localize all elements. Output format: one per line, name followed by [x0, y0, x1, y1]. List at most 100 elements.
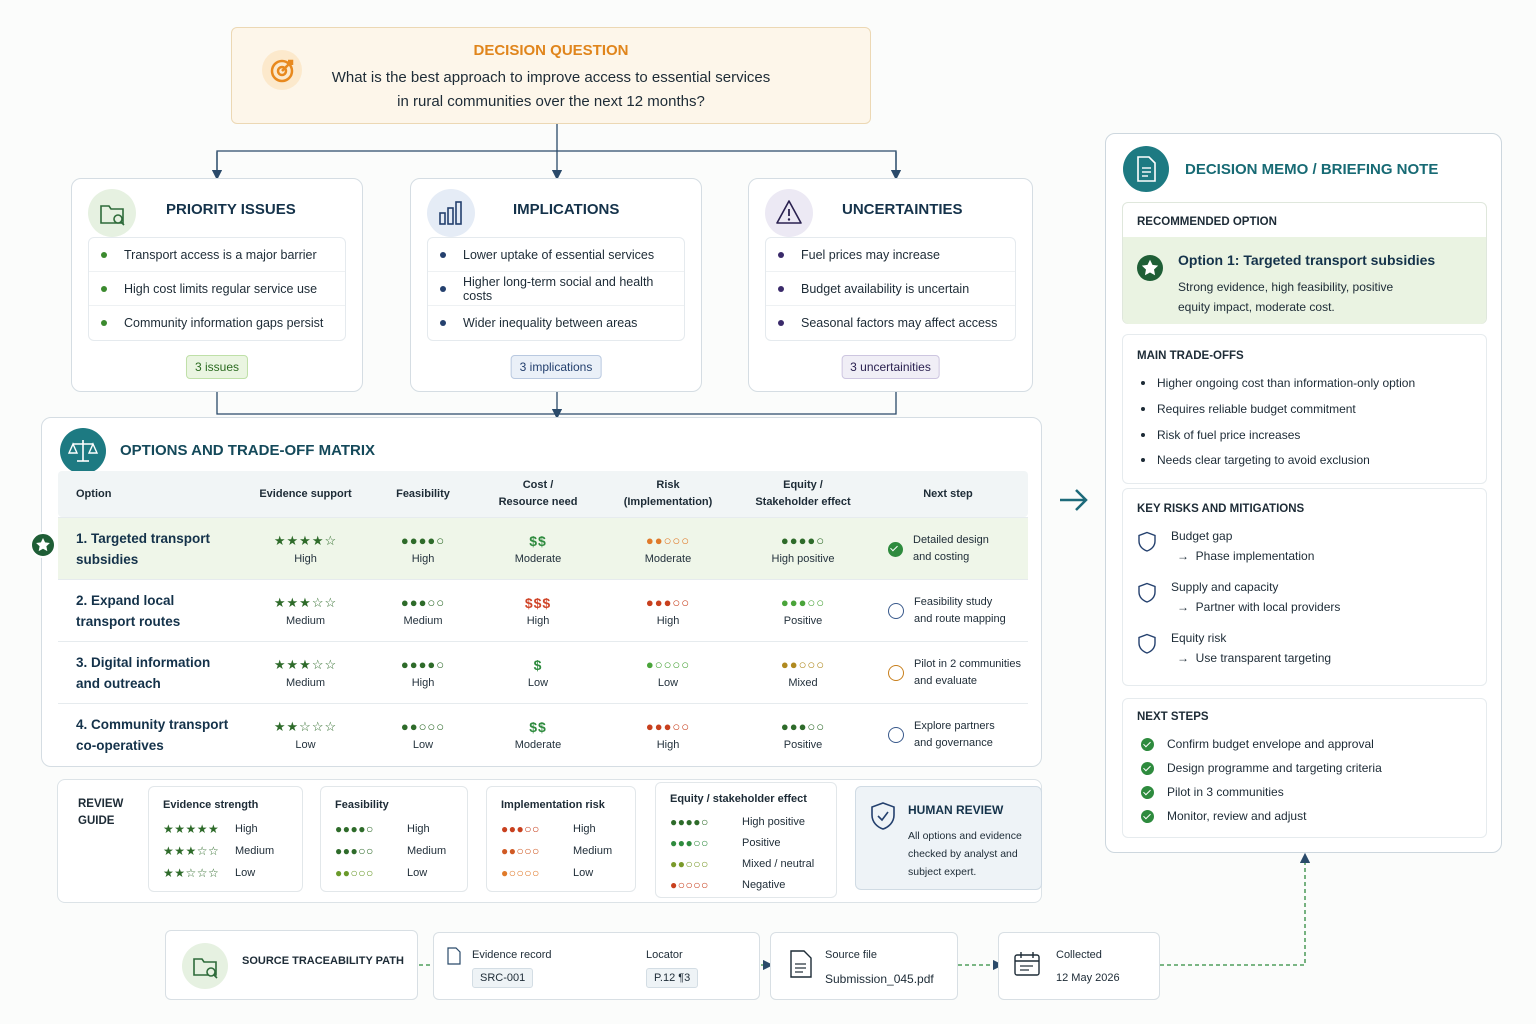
risk-name: Equity risk — [1171, 631, 1227, 645]
risk-mitigation: → Partner with local providers — [1177, 600, 1341, 614]
risk-name: Supply and capacity — [1171, 580, 1279, 594]
equity-cell: ●●○○○ Mixed — [780, 656, 826, 689]
priority-issues-title: PRIORITY ISSUES — [166, 201, 296, 218]
record-chip[interactable]: SRC-001 — [472, 968, 534, 988]
equity-cell: ●●●○○ Positive — [780, 594, 826, 627]
recommended-box: Option 1: Targeted transport subsidies S… — [1123, 237, 1486, 324]
legend-risk: Implementation risk ●●●○○ High ●●○○○ Mediu… — [486, 786, 636, 892]
decision-memo: DECISION MEMO / BRIEFING NOTE RECOMMENDE… — [1105, 133, 1502, 853]
tradeoffs-label: MAIN TRADE-OFFS — [1137, 350, 1244, 362]
evidence-cell: ★★★☆☆ Medium — [273, 594, 338, 627]
feasibility-cell: ●●●○○ Medium — [400, 594, 446, 627]
evidence-cell: ★★★★☆ High — [273, 532, 338, 565]
options-matrix: OPTIONS AND TRADE-OFF MATRIX Option Evid… — [41, 417, 1042, 767]
legend-feasibility: Feasibility ●●●●○ High ●●●○○ Medium ●●○○○ L… — [320, 786, 468, 892]
risk-mitigation: → Phase implementation — [1177, 549, 1315, 563]
risk-cell: ●●○○○ Moderate — [644, 532, 692, 565]
issues-count-badge: 3 issues — [185, 355, 249, 379]
rating-dots: ●●●○○ — [670, 836, 709, 850]
implications-count-badge: 3 implications — [510, 355, 602, 379]
legend-row: ●●●○○ Positive — [670, 836, 781, 850]
uncertainties-list: Fuel prices may increase Budget availabi… — [765, 237, 1016, 341]
rating-dots: ●○○○○ — [670, 878, 709, 892]
memo-document-icon — [1123, 146, 1169, 192]
recommended-title: Option 1: Targeted transport subsidies — [1178, 252, 1436, 268]
matrix-title: OPTIONS AND TRADE-OFF MATRIX — [120, 442, 375, 459]
legend-row: ★★★★★ High — [163, 822, 258, 836]
list-item: Wider inequality between areas — [428, 306, 684, 340]
tradeoffs-section: MAIN TRADE-OFFS Higher ongoing cost than… — [1122, 334, 1487, 484]
source-file-box: Source file Submission_045.pdf — [770, 932, 958, 1000]
folder-search-icon — [182, 943, 228, 989]
list-item: Needs clear targeting to avoid exclusion — [1141, 453, 1370, 467]
feasibility-cell: ●●○○○ Low — [400, 718, 446, 751]
list-item: Lower uptake of essential services — [428, 238, 684, 272]
risk-name: Budget gap — [1171, 529, 1233, 543]
next-step-cell[interactable]: Pilot in 2 communities and evaluate — [888, 642, 1021, 704]
file-name[interactable]: Submission_045.pdf — [825, 972, 934, 986]
memo-title: DECISION MEMO / BRIEFING NOTE — [1185, 161, 1439, 178]
legend-row: ●●●○○ Medium — [335, 844, 447, 858]
implications-card: IMPLICATIONS Lower uptake of essential s… — [410, 178, 702, 392]
shield-icon — [1137, 531, 1157, 556]
human-review-box: HUMAN REVIEW All options and evidence che… — [855, 786, 1042, 890]
list-item: Confirm budget envelope and approval — [1141, 737, 1374, 751]
risk-mitigation: → Use transparent targeting — [1177, 651, 1332, 665]
rating-dots: ●●○○○ — [501, 844, 540, 858]
table-row[interactable]: 1. Targeted transport subsidies ★★★★☆ High ●… — [58, 517, 1028, 579]
table-row[interactable]: 3. Digital information and outreach ★★★☆☆ M… — [58, 641, 1028, 703]
scales-icon — [60, 428, 106, 474]
legend-row: ●●●●○ High — [335, 822, 430, 836]
evidence-cell: ★★★☆☆ Medium — [273, 656, 338, 689]
shield-icon — [1137, 582, 1157, 607]
recommended-text: Strong evidence, high feasibility, posit… — [1178, 280, 1394, 314]
folder-search-icon — [88, 189, 136, 237]
col-cost: Cost / Resource need — [498, 479, 578, 508]
human-review-title: HUMAN REVIEW — [908, 803, 1004, 817]
risks-section: KEY RISKS AND MITIGATIONS Budget gap → P… — [1122, 488, 1487, 686]
list-item: Higher ongoing cost than information-onl… — [1141, 376, 1415, 390]
rating-dots: ●●●●○ — [335, 822, 374, 836]
rating-dots: ●●●○○ — [501, 822, 540, 836]
list-item: Design programme and targeting criteria — [1141, 761, 1382, 775]
legend-feasibility-title: Feasibility — [335, 799, 389, 811]
locator-label: Locator — [646, 949, 683, 961]
next-step-cell[interactable]: Feasibility study and route mapping — [888, 580, 1006, 642]
option-name: 4. Community transport co-operatives — [76, 717, 229, 753]
file-icon — [789, 949, 813, 982]
rating-dots: ●●●●○ — [670, 815, 709, 829]
rating-dots: ●●○○○ — [670, 857, 709, 871]
uncertainties-title: UNCERTAINTIES — [842, 201, 963, 218]
legend-row: ★★☆☆☆ Low — [163, 866, 256, 880]
evidence-record-box: Evidence record SRC-001 Locator P.12 ¶3 — [433, 932, 760, 1000]
feasibility-cell: ●●●●○ High — [400, 656, 446, 689]
next-step-cell[interactable]: Explore partners and governance — [888, 704, 995, 766]
list-item: High cost limits regular service use — [89, 272, 345, 306]
next-step-cell[interactable]: Detailed design and costing — [888, 518, 989, 580]
rating-dots: ●●○○○ — [335, 866, 374, 880]
collected-box: Collected 12 May 2026 — [998, 932, 1160, 1000]
evidence-cell: ★★☆☆☆ Low — [273, 718, 338, 751]
legend-equity-title: Equity / stakeholder effect — [670, 793, 807, 805]
record-label: Evidence record — [472, 949, 552, 961]
uncertainties-count-badge: 3 uncertainities — [841, 355, 940, 379]
cost-cell: $$$ High — [524, 594, 552, 627]
target-icon — [262, 50, 302, 90]
trace-title: SOURCE TRACEABILITY PATH — [242, 955, 404, 967]
list-item: Seasonal factors may affect access — [766, 306, 1015, 340]
col-option: Option — [76, 487, 112, 500]
legend-equity: Equity / stakeholder effect ●●●●○ High po… — [655, 782, 837, 898]
legend-row: ●●●○○ High — [501, 822, 596, 836]
risks-label: KEY RISKS AND MITIGATIONS — [1137, 503, 1305, 515]
table-row[interactable]: 4. Community transport co-operatives ★★☆☆☆… — [58, 703, 1028, 765]
table-row[interactable]: 2. Expand local transport routes ★★★☆☆ Medi… — [58, 579, 1028, 641]
collected-date: 12 May 2026 — [1056, 972, 1120, 984]
list-item: Risk of fuel price increases — [1141, 428, 1300, 442]
legend-row: ●○○○○ Low — [501, 866, 594, 880]
recommended-label: RECOMMENDED OPTION — [1137, 216, 1277, 228]
locator-chip[interactable]: P.12 ¶3 — [646, 968, 699, 988]
option-name: 2. Expand local transport routes — [76, 593, 181, 629]
shield-icon — [1137, 633, 1157, 658]
rating-dots: ●●●○○ — [335, 844, 374, 858]
risk-cell: ●○○○○ Low — [645, 656, 691, 689]
